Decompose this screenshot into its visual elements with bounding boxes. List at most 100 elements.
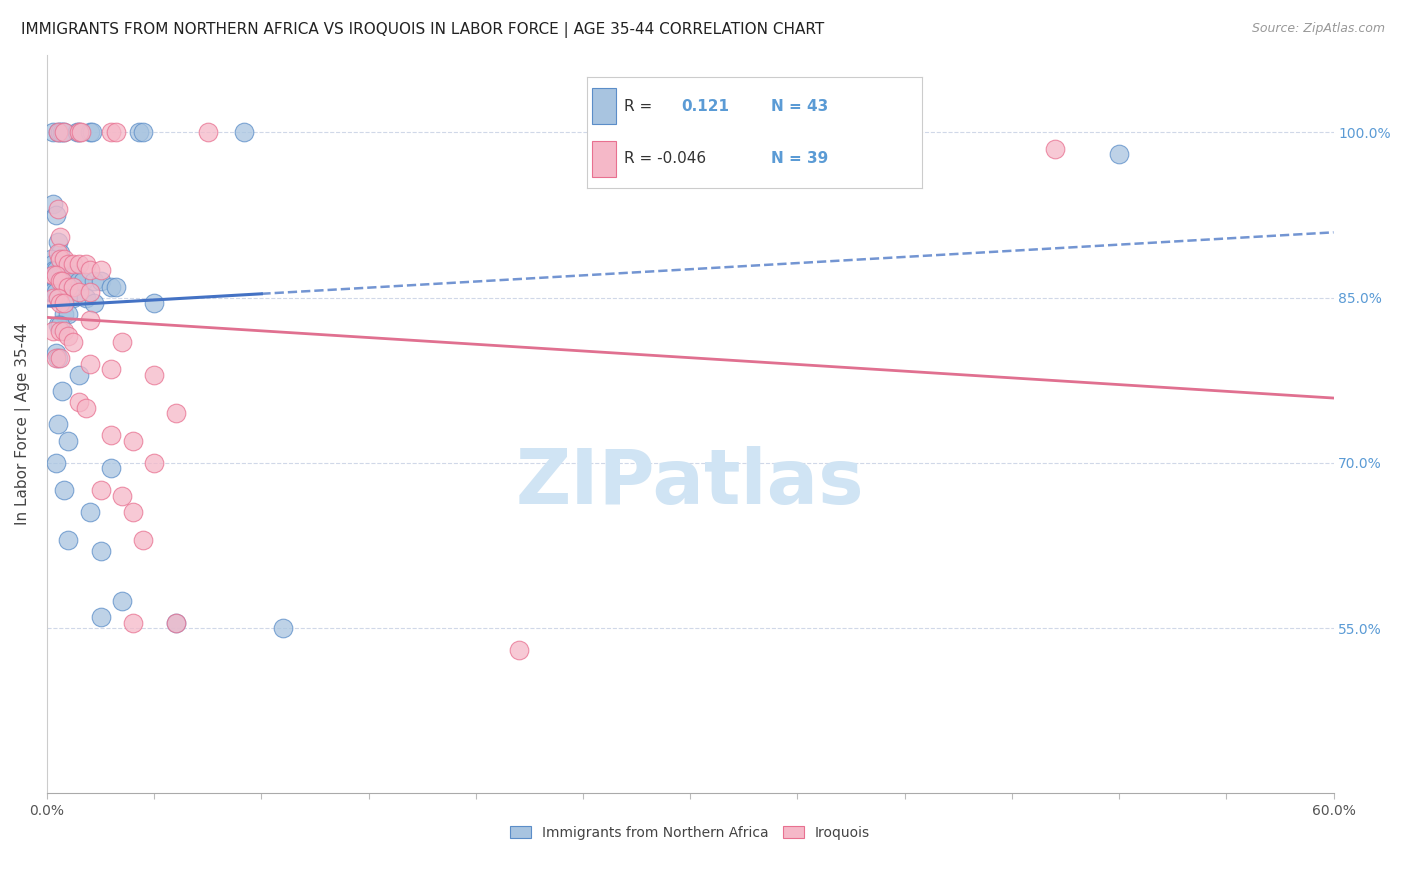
Point bbox=[46, 351, 69, 365]
Point bbox=[132, 533, 155, 547]
Point bbox=[58, 533, 80, 547]
Point bbox=[79, 505, 101, 519]
Point bbox=[67, 125, 90, 139]
Point bbox=[45, 456, 67, 470]
Point bbox=[49, 268, 72, 283]
Point bbox=[49, 274, 72, 288]
Point bbox=[46, 268, 69, 283]
Point bbox=[67, 368, 90, 382]
Point bbox=[1108, 147, 1130, 161]
Point bbox=[45, 268, 67, 283]
Point bbox=[143, 296, 166, 310]
Point bbox=[44, 263, 66, 277]
Point bbox=[46, 246, 69, 260]
Point bbox=[111, 593, 134, 607]
Point bbox=[128, 125, 150, 139]
Point bbox=[51, 384, 73, 399]
Point bbox=[58, 257, 80, 271]
Point bbox=[45, 263, 67, 277]
Point bbox=[79, 285, 101, 299]
Point bbox=[38, 285, 60, 299]
Point bbox=[42, 291, 65, 305]
Point bbox=[53, 307, 76, 321]
Point bbox=[51, 125, 73, 139]
Point bbox=[165, 406, 187, 420]
Point bbox=[80, 125, 103, 139]
Point bbox=[75, 257, 97, 271]
Text: ZIPatlas: ZIPatlas bbox=[516, 446, 865, 520]
Point bbox=[121, 505, 143, 519]
Point bbox=[111, 334, 134, 349]
Point bbox=[90, 610, 112, 624]
Point bbox=[121, 615, 143, 630]
Point bbox=[39, 252, 62, 266]
Point bbox=[42, 324, 65, 338]
Point bbox=[233, 125, 256, 139]
Point bbox=[58, 268, 80, 283]
Point bbox=[67, 395, 90, 409]
Point bbox=[49, 125, 72, 139]
Point bbox=[271, 621, 294, 635]
Text: IMMIGRANTS FROM NORTHERN AFRICA VS IROQUOIS IN LABOR FORCE | AGE 35-44 CORRELATI: IMMIGRANTS FROM NORTHERN AFRICA VS IROQU… bbox=[21, 22, 824, 38]
Point bbox=[49, 252, 72, 266]
Legend: Immigrants from Northern Africa, Iroquois: Immigrants from Northern Africa, Iroquoi… bbox=[505, 821, 876, 846]
Point bbox=[111, 489, 134, 503]
Point bbox=[58, 307, 80, 321]
Point bbox=[79, 125, 101, 139]
Point bbox=[59, 268, 82, 283]
Point bbox=[51, 268, 73, 283]
Point bbox=[46, 125, 69, 139]
Point bbox=[45, 285, 67, 299]
Point bbox=[79, 312, 101, 326]
Point bbox=[90, 544, 112, 558]
Point bbox=[46, 291, 69, 305]
Point bbox=[121, 434, 143, 448]
Point bbox=[508, 643, 530, 657]
Point bbox=[39, 285, 62, 299]
Point bbox=[53, 125, 76, 139]
Point bbox=[46, 125, 69, 139]
Point bbox=[104, 125, 127, 139]
Point bbox=[46, 235, 69, 250]
Point bbox=[53, 483, 76, 498]
Point bbox=[46, 202, 69, 217]
Point bbox=[58, 279, 80, 293]
Point bbox=[49, 318, 72, 332]
Point bbox=[67, 125, 90, 139]
Point bbox=[49, 296, 72, 310]
Point bbox=[45, 351, 67, 365]
Point bbox=[104, 279, 127, 293]
Point bbox=[79, 263, 101, 277]
Point bbox=[67, 274, 90, 288]
Point bbox=[63, 268, 86, 283]
Point bbox=[45, 208, 67, 222]
Point bbox=[100, 125, 122, 139]
Point bbox=[53, 324, 76, 338]
Point bbox=[66, 125, 89, 139]
Point bbox=[42, 197, 65, 211]
Point bbox=[42, 285, 65, 299]
Point bbox=[53, 296, 76, 310]
Point bbox=[62, 291, 84, 305]
Point bbox=[53, 125, 76, 139]
Point bbox=[79, 357, 101, 371]
Point bbox=[42, 268, 65, 283]
Point bbox=[132, 125, 155, 139]
Point bbox=[75, 291, 97, 305]
Point bbox=[90, 483, 112, 498]
Point bbox=[165, 615, 187, 630]
Point bbox=[100, 279, 122, 293]
Point bbox=[100, 362, 122, 376]
Point bbox=[83, 274, 105, 288]
Point bbox=[143, 368, 166, 382]
Point bbox=[100, 428, 122, 442]
Y-axis label: In Labor Force | Age 35-44: In Labor Force | Age 35-44 bbox=[15, 323, 31, 525]
Point bbox=[143, 456, 166, 470]
Point bbox=[75, 401, 97, 415]
Point bbox=[83, 296, 105, 310]
Point bbox=[58, 434, 80, 448]
Point bbox=[49, 230, 72, 244]
Point bbox=[90, 274, 112, 288]
Point bbox=[49, 324, 72, 338]
Point bbox=[72, 274, 94, 288]
